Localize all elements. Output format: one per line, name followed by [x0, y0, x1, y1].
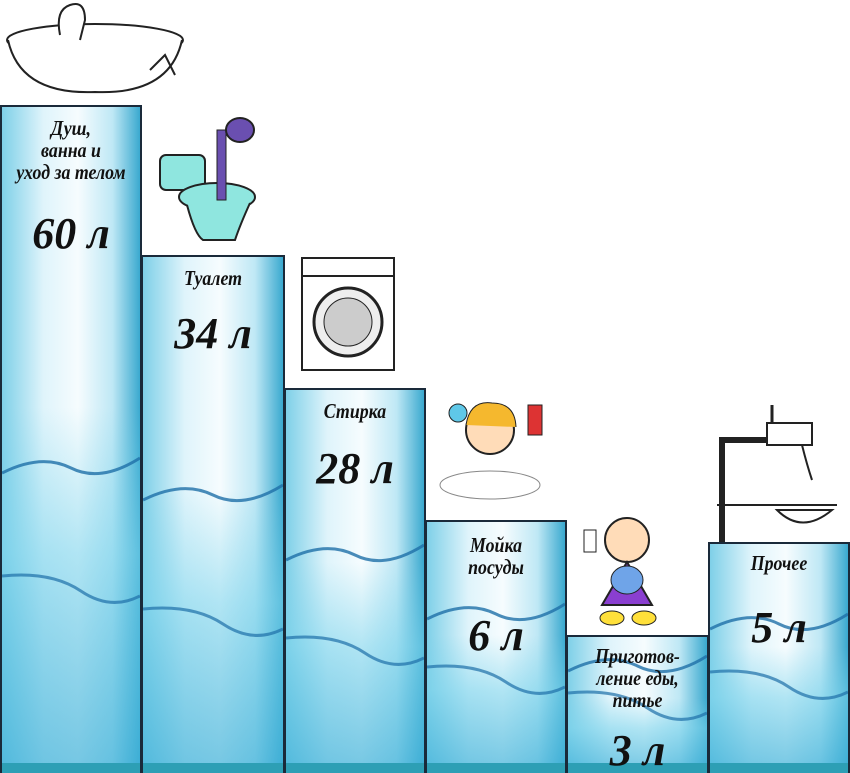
- toilet-illustration: [155, 115, 265, 260]
- category-label: Приготов-ление еды, питье: [578, 645, 696, 711]
- water-tap-illustration: [712, 395, 842, 550]
- girl-cooking-illustration: [572, 510, 682, 635]
- bar-5: Прочее 5 л: [708, 542, 850, 773]
- category-label-line: Душ,: [51, 116, 91, 140]
- category-label-line: посуды: [468, 555, 524, 579]
- category-label-line: Мойка: [469, 533, 523, 557]
- category-label: Стирка: [296, 400, 413, 422]
- value-label: 34 л: [174, 309, 252, 358]
- value-label: 60 л: [32, 209, 110, 258]
- value-label: 3 л: [609, 726, 666, 773]
- value-label: 5 л: [751, 603, 807, 652]
- category-label: Мойка посуды: [437, 534, 554, 578]
- category-label-line: ление еды,: [596, 666, 679, 690]
- bar-4: Приготов-ление еды, питье 3 л: [566, 635, 709, 773]
- girl-washing-dishes-illustration: [430, 395, 560, 510]
- category-label: Душ, ванна и уход за телом: [12, 117, 129, 183]
- bathtub-illustration: [0, 0, 190, 105]
- category-label-line: Стирка: [323, 399, 387, 423]
- bar-1: Туалет 34 л: [141, 255, 285, 773]
- category-label-line: питье: [612, 688, 663, 712]
- value-label: 6 л: [468, 611, 524, 660]
- bar-2: Стирка 28 л: [284, 388, 426, 773]
- category-label-line: уход за телом: [16, 160, 126, 184]
- category-label: Прочее: [720, 552, 837, 574]
- washing-machine-illustration: [288, 250, 408, 385]
- category-label-line: Туалет: [183, 266, 243, 290]
- category-label-line: Прочее: [750, 551, 808, 575]
- category-label-line: Приготов-: [595, 644, 680, 668]
- category-label: Туалет: [154, 267, 273, 289]
- category-label-line: ванна и: [41, 138, 101, 162]
- value-label: 28 л: [316, 444, 394, 493]
- bar-3: Мойка посуды 6 л: [425, 520, 567, 773]
- bar-0: Душ, ванна и уход за телом 60 л: [0, 105, 142, 773]
